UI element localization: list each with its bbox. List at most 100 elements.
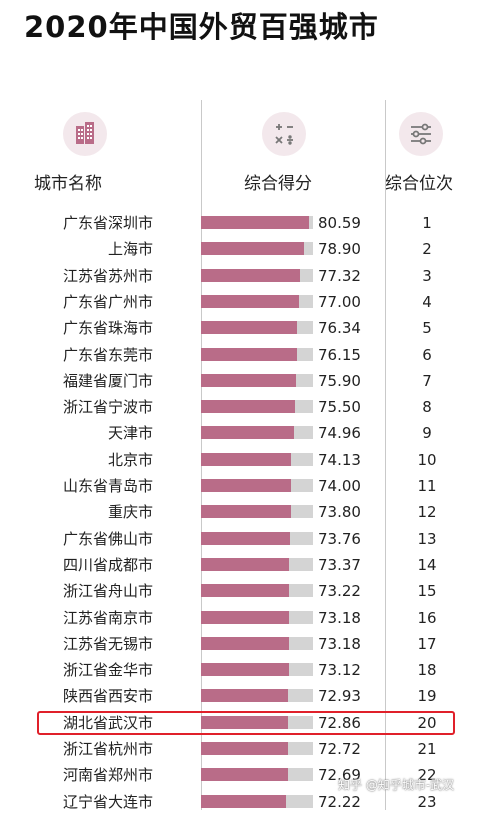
rank-label: 15 [417,582,437,601]
bar [201,505,291,519]
city-label: 广东省珠海市 [62,319,153,338]
score-label: 77.00 [318,292,361,311]
score-label: 72.69 [318,766,361,785]
bar-track [201,426,313,440]
score-label: 78.90 [318,240,361,259]
bar-track [201,479,313,492]
bar [201,452,291,466]
table-row: 广东省深圳市 80.59 1 [0,211,484,237]
city-label: 广东省广州市 [62,292,153,311]
score-label: 75.90 [318,371,361,390]
score-label: 74.96 [318,424,361,443]
city-label: 江苏省无锡市 [62,634,153,653]
rank-label: 23 [417,792,437,811]
page-title: 2020年中国外贸百强城市 [24,10,379,44]
bar [201,400,295,414]
bar [201,768,288,782]
city-label: 浙江省杭州市 [62,740,153,758]
table-row: 山东省青岛市 74.00 11 [0,474,484,500]
rank-label: 16 [417,608,437,627]
table-row: 河南省郑州市 72.69 22 [0,763,484,789]
score-label: 76.15 [318,345,361,364]
bar [201,636,289,650]
rank-label: 9 [422,424,432,443]
bar-track [201,557,313,571]
score-label: 73.80 [318,503,361,522]
city-label: 浙江省舟山市 [62,582,153,601]
bar-track [201,216,313,229]
bar-track [201,321,313,335]
score-label: 72.93 [318,687,361,706]
bar [201,584,289,598]
city-label: 重庆市 [107,503,153,522]
rank-label: 1 [422,214,432,232]
score-label: 80.59 [318,214,361,232]
table-row: 福建省厦门市 75.90 7 [0,369,484,395]
bar-track [201,689,313,703]
bar [201,715,288,729]
bar-track [201,294,313,308]
city-label: 广东省深圳市 [62,214,153,232]
math-operators-icon [262,112,306,156]
column-header-rank: 综合位次 [385,174,453,194]
rank-label: 12 [417,503,437,522]
bar-track [201,663,313,677]
bar-track [201,636,313,650]
column-header-score: 综合得分 [244,174,312,194]
highlight-frame [37,711,455,735]
table-row: 广东省珠海市 76.34 5 [0,316,484,342]
city-label: 上海市 [107,240,153,259]
table-row: 广东省广州市 77.00 4 [0,290,484,316]
city-label: 陕西省西安市 [62,687,153,706]
bar [201,610,289,624]
buildings-icon [63,112,107,156]
bar-track [201,400,313,414]
table-row: 上海市 78.90 2 [0,237,484,263]
table-row: 广东省佛山市 73.76 13 [0,527,484,553]
score-label: 74.13 [318,450,361,469]
rank-label: 22 [417,766,437,785]
bar [201,794,286,808]
score-label: 73.12 [318,661,361,680]
bar-track [201,794,313,808]
rank-label: 4 [422,292,432,311]
rank-label: 3 [422,266,432,285]
rank-label: 7 [422,371,432,390]
city-label: 天津市 [107,424,153,443]
city-label: 湖北省武汉市 [62,713,153,732]
bar-track [201,347,313,361]
table-row: 浙江省杭州市 72.72 21 [0,737,484,763]
bar [201,663,289,677]
bar [201,268,300,282]
table-row: 浙江省宁波市 75.50 8 [0,395,484,421]
rank-label: 14 [417,555,437,574]
city-label: 江苏省南京市 [62,608,153,627]
bar [201,557,289,571]
bar-track [201,452,313,466]
table-row: 陕西省西安市 72.93 19 [0,684,484,710]
score-label: 75.50 [318,398,361,417]
bar [201,242,304,256]
rank-label: 19 [417,687,437,706]
table-row: 重庆市 73.80 12 [0,500,484,526]
bar [201,479,291,492]
bar-track [201,715,313,729]
bar-track [201,505,313,519]
bar-track [201,610,313,624]
rank-label: 5 [422,319,432,338]
table-row: 北京市 74.13 10 [0,448,484,474]
score-label: 73.18 [318,634,361,653]
table-row: 江苏省苏州市 77.32 3 [0,264,484,290]
score-label: 72.72 [318,740,361,758]
bar [201,347,297,361]
bar-track [201,531,313,545]
rank-label: 17 [417,634,437,653]
bar [201,294,299,308]
bar-track [201,242,313,256]
score-label: 73.76 [318,529,361,548]
rank-label: 21 [417,740,437,758]
bar [201,531,290,545]
rank-label: 2 [422,240,432,259]
bar [201,689,288,703]
city-label: 江苏省苏州市 [62,266,153,285]
